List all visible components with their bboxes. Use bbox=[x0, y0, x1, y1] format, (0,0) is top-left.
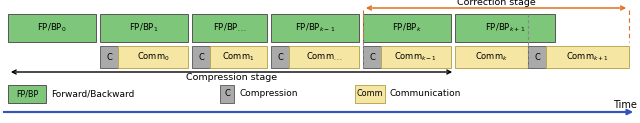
Text: Compression: Compression bbox=[239, 90, 298, 99]
Bar bbox=[100, 46, 118, 68]
Text: Correction stage: Correction stage bbox=[456, 0, 536, 7]
Text: FP/BP$_0$: FP/BP$_0$ bbox=[37, 22, 67, 34]
Text: FP/BP$_1$: FP/BP$_1$ bbox=[129, 22, 159, 34]
Text: Comm$_1$: Comm$_1$ bbox=[222, 51, 255, 63]
Text: Comm$_{k+1}$: Comm$_{k+1}$ bbox=[566, 51, 609, 63]
Text: Comm$_k$: Comm$_k$ bbox=[475, 51, 508, 63]
Bar bbox=[528, 46, 546, 68]
Bar bbox=[8, 14, 96, 42]
Bar bbox=[381, 46, 451, 68]
Text: C: C bbox=[534, 53, 540, 62]
Text: C: C bbox=[369, 53, 375, 62]
Bar bbox=[455, 14, 555, 42]
Bar bbox=[192, 46, 210, 68]
Text: Comm$_{k-1}$: Comm$_{k-1}$ bbox=[394, 51, 438, 63]
Text: Comm: Comm bbox=[356, 90, 383, 99]
Text: Compression stage: Compression stage bbox=[186, 73, 277, 82]
Text: Communication: Communication bbox=[390, 90, 461, 99]
Text: Forward/Backward: Forward/Backward bbox=[51, 90, 134, 99]
Text: C: C bbox=[106, 53, 112, 62]
Bar bbox=[8, 85, 46, 103]
Bar bbox=[100, 14, 188, 42]
Text: C: C bbox=[277, 53, 283, 62]
Text: Comm$_0$: Comm$_0$ bbox=[137, 51, 170, 63]
Bar bbox=[455, 46, 528, 68]
Text: FP/BP$_{k+1}$: FP/BP$_{k+1}$ bbox=[484, 22, 525, 34]
Text: C: C bbox=[198, 53, 204, 62]
Bar bbox=[192, 14, 267, 42]
Bar bbox=[355, 85, 385, 103]
Bar bbox=[546, 46, 629, 68]
Bar bbox=[363, 14, 451, 42]
Bar bbox=[118, 46, 188, 68]
Text: FP/BP$_k$: FP/BP$_k$ bbox=[392, 22, 422, 34]
Text: C: C bbox=[224, 90, 230, 99]
Bar bbox=[271, 46, 289, 68]
Text: FP/BP$_{...}$: FP/BP$_{...}$ bbox=[212, 22, 246, 34]
Bar bbox=[210, 46, 267, 68]
Bar bbox=[220, 85, 234, 103]
Text: FP/BP$_{k-1}$: FP/BP$_{k-1}$ bbox=[295, 22, 335, 34]
Bar bbox=[363, 46, 381, 68]
Text: Comm$_{...}$: Comm$_{...}$ bbox=[306, 51, 342, 63]
Bar bbox=[271, 14, 359, 42]
Bar bbox=[289, 46, 359, 68]
Text: Time: Time bbox=[613, 100, 637, 110]
Text: FP/BP: FP/BP bbox=[16, 90, 38, 99]
